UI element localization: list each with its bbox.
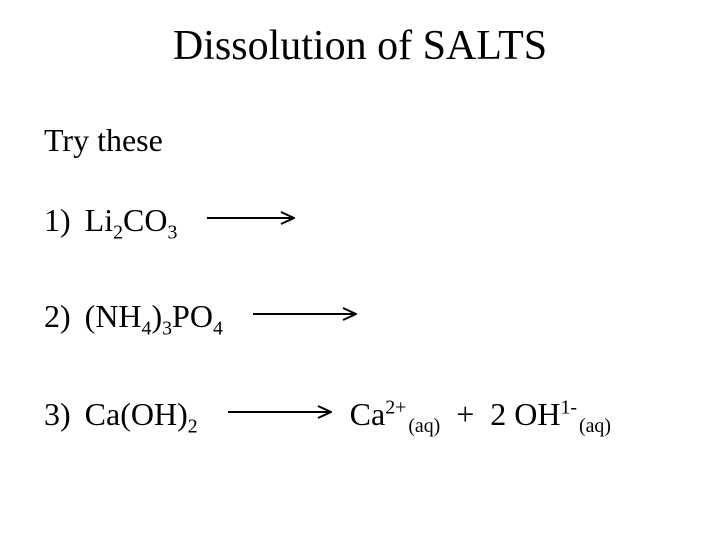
problem-row-3: 3) Ca(OH)2 Ca2+(aq) + 2 OH1-(aq) — [44, 396, 611, 433]
reaction-arrow-icon — [228, 405, 332, 425]
problem-row-2: 2) (NH4)3PO4 — [44, 298, 375, 335]
item-number: 1) — [44, 202, 71, 239]
reaction-arrow-icon — [253, 307, 357, 327]
chemical-formula: (NH4)3PO4 — [85, 298, 223, 335]
chemical-formula: Li2CO3 — [85, 202, 178, 239]
page-title: Dissolution of SALTS — [0, 22, 720, 70]
subtitle: Try these — [44, 122, 163, 159]
problem-row-1: 1) Li2CO3 — [44, 202, 313, 239]
reaction-arrow-icon — [207, 211, 295, 231]
item-number: 2) — [44, 298, 71, 335]
reaction-product: Ca2+(aq) + 2 OH1-(aq) — [350, 396, 611, 433]
chemical-formula: Ca(OH)2 — [85, 396, 198, 433]
item-number: 3) — [44, 396, 71, 433]
